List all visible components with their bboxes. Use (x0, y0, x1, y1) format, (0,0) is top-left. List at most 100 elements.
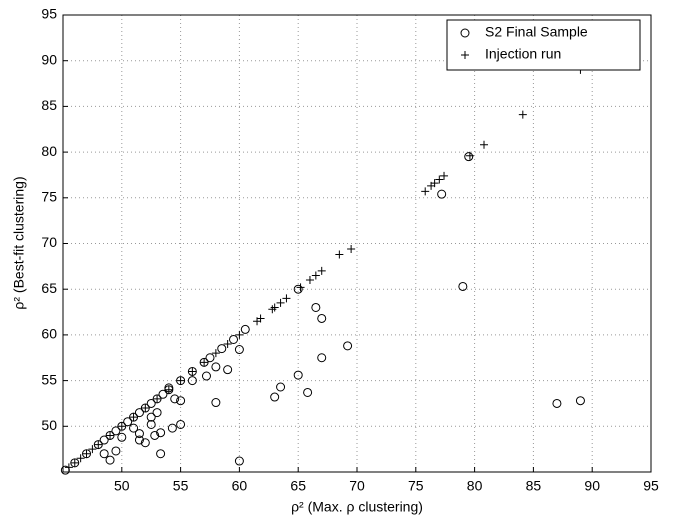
legend-marker (461, 51, 469, 59)
point (240, 324, 250, 334)
x-tick-label: 80 (467, 478, 483, 494)
point (141, 404, 150, 413)
x-tick-label: 70 (349, 478, 365, 494)
point (106, 431, 115, 440)
point (94, 440, 103, 449)
y-tick-label: 80 (41, 143, 57, 159)
point (575, 396, 585, 406)
point (465, 151, 474, 160)
point (170, 394, 180, 404)
point (282, 294, 291, 303)
point (343, 341, 353, 351)
point (317, 313, 327, 323)
point (440, 171, 449, 180)
point (270, 303, 279, 312)
point (150, 430, 160, 440)
point (211, 349, 220, 358)
point (99, 449, 109, 459)
point (176, 376, 185, 385)
point (223, 365, 233, 375)
point (156, 449, 166, 459)
point (187, 376, 197, 386)
point (518, 110, 527, 119)
x-tick-label: 50 (114, 478, 130, 494)
point (117, 422, 126, 431)
point (335, 250, 344, 259)
legend-marker (460, 28, 470, 38)
point (296, 283, 305, 292)
point (123, 417, 133, 427)
point (317, 266, 326, 275)
point (317, 353, 327, 363)
y-tick-label: 90 (41, 51, 57, 67)
point (188, 367, 197, 376)
point (111, 426, 121, 436)
x-tick-label: 75 (408, 478, 424, 494)
point (164, 385, 173, 394)
point (217, 344, 227, 354)
point (229, 334, 239, 344)
x-tick-label: 55 (173, 478, 189, 494)
point (64, 463, 73, 472)
point (437, 189, 447, 199)
point (82, 449, 91, 458)
point (76, 454, 85, 463)
point (276, 382, 286, 392)
y-tick-label: 70 (41, 234, 57, 250)
point (303, 387, 313, 397)
point (270, 392, 280, 402)
x-tick-label: 65 (290, 478, 306, 494)
x-tick-label: 95 (643, 478, 659, 494)
legend-box (446, 19, 641, 71)
legend-label: Injection run (485, 46, 561, 62)
point (480, 140, 489, 149)
y-tick-label: 55 (41, 371, 57, 387)
point (99, 435, 109, 445)
point (276, 298, 285, 307)
point (129, 413, 138, 422)
point (176, 396, 186, 406)
point (153, 394, 162, 403)
point (256, 314, 265, 323)
point (435, 175, 444, 184)
point (305, 276, 314, 285)
y-axis-label: ρ² (Best-fit clustering) (11, 176, 27, 309)
x-tick-label: 60 (232, 478, 248, 494)
point (311, 271, 320, 280)
y-tick-label: 50 (41, 417, 57, 433)
point (105, 455, 115, 465)
x-tick-label: 85 (526, 478, 542, 494)
point (211, 362, 221, 372)
point (347, 244, 356, 253)
x-axis-label: ρ² (Max. ρ clustering) (291, 499, 423, 515)
point (223, 340, 232, 349)
point (70, 458, 79, 467)
point (311, 302, 321, 312)
point (146, 398, 156, 408)
point (430, 179, 439, 188)
point (458, 281, 468, 291)
point (552, 398, 562, 408)
point (146, 412, 156, 422)
legend-label: S2 Final Sample (485, 24, 588, 40)
point (146, 419, 156, 429)
y-tick-label: 60 (41, 326, 57, 342)
y-tick-label: 95 (41, 6, 57, 22)
point (88, 445, 97, 454)
x-tick-label: 90 (584, 478, 600, 494)
y-tick-label: 85 (41, 97, 57, 113)
y-tick-label: 75 (41, 189, 57, 205)
y-tick-label: 65 (41, 280, 57, 296)
point (156, 428, 166, 438)
point (234, 345, 244, 355)
point (293, 284, 303, 294)
point (117, 432, 127, 442)
point (235, 330, 244, 339)
point (464, 152, 474, 162)
point (293, 370, 303, 380)
point (152, 408, 162, 418)
point (421, 187, 430, 196)
point (211, 398, 221, 408)
point (201, 371, 211, 381)
